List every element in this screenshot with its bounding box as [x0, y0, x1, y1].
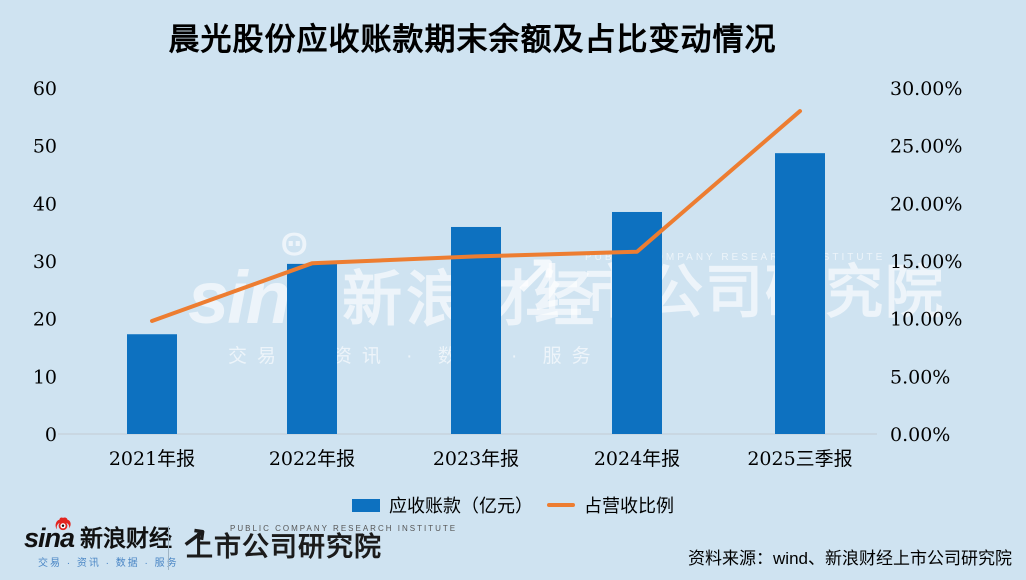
pcri-logo-cn-text: 上市公司研究院 — [186, 532, 382, 562]
footer-divider — [168, 526, 169, 570]
bar-legend-swatch — [352, 498, 380, 512]
bar-2025三季报 — [775, 153, 825, 434]
y-axis-right-tick: 5.00% — [890, 366, 950, 388]
y-axis-left-tick: 0 — [45, 424, 57, 446]
y-axis-left-tick: 30 — [33, 251, 57, 273]
bar-2023年报 — [451, 226, 501, 434]
pcri-watermark-cn-text: 上市公司研究院 — [525, 260, 946, 325]
y-axis-left-tick: 20 — [33, 309, 57, 331]
bar-2021年报 — [127, 334, 177, 434]
pcri-logo-cn: ↗ 上市公司研究院 — [180, 519, 457, 563]
x-axis-label-2022年报: 2022年报 — [269, 448, 355, 470]
x-axis-label-2024年报: 2024年报 — [594, 448, 680, 470]
sina-eye-icon: ꙫ — [280, 220, 309, 264]
sina-logo: sina 新浪财经 交易 · 资讯 · 数据 · 服务 — [24, 517, 179, 570]
y-axis-left-tick: 40 — [33, 193, 57, 215]
chart-legend: 应收账款（亿元） 占营收比例 — [0, 492, 1026, 518]
sina-logo-slogan: 交易 · 资讯 · 数据 · 服务 — [38, 558, 179, 570]
bar-2022年报 — [287, 263, 337, 434]
pcri-logo-en: PUBLIC COMPANY RESEARCH INSTITUTE — [230, 524, 458, 533]
legend-item-line: 占营收比例 — [547, 492, 674, 518]
y-axis-left-tick: 60 — [33, 78, 57, 100]
sina-logo-word: sina — [24, 523, 75, 553]
sina-flame-icon — [55, 517, 71, 531]
line-legend-swatch — [547, 503, 575, 507]
bar-legend-label: 应收账款（亿元） — [389, 496, 533, 516]
y-axis-left-tick: 10 — [33, 366, 57, 388]
y-axis-right-tick: 30.00% — [890, 78, 962, 100]
line-legend-label: 占营收比例 — [584, 496, 674, 516]
ratio-line — [150, 109, 802, 323]
x-axis-label-2025三季报: 2025三季报 — [747, 448, 852, 470]
y-axis-right-tick: 25.00% — [890, 136, 962, 158]
pcri-watermark-en: PUBLIC COMPANY RESEARCH INSTITUTE — [585, 252, 886, 263]
pcri-watermark-cn: ↗ 上市公司研究院 — [513, 246, 946, 325]
pcri-logo: PUBLIC COMPANY RESEARCH INSTITUTE ↗ 上市公司… — [180, 519, 458, 563]
x-axis-label-2021年报: 2021年报 — [109, 448, 195, 470]
source-text: 资料来源：wind、新浪财经上市公司研究院 — [688, 549, 1012, 568]
chart-title: 晨光股份应收账款期末余额及占比变动情况 — [168, 22, 777, 57]
y-axis-right-tick: 10.00% — [890, 309, 962, 331]
y-axis-left-tick: 50 — [33, 136, 57, 158]
bar-2024年报 — [612, 211, 662, 434]
y-axis-right-tick: 0.00% — [890, 424, 950, 446]
y-axis-right-tick: 15.00% — [890, 251, 962, 273]
y-axis-right-tick: 20.00% — [890, 193, 962, 215]
legend-item-bar: 应收账款（亿元） — [352, 492, 533, 518]
arrow-up-icon: ↗ — [179, 519, 211, 556]
footer: sina 新浪财经 交易 · 资讯 · 数据 · 服务 PUBLIC COMPA… — [0, 517, 1026, 580]
pcri-watermark: PUBLIC COMPANY RESEARCH INSTITUTE ↗ 上市公司… — [513, 246, 946, 325]
sina-logo-cn: 新浪财经 — [80, 525, 173, 552]
x-axis-label-2023年报: 2023年报 — [433, 448, 519, 470]
